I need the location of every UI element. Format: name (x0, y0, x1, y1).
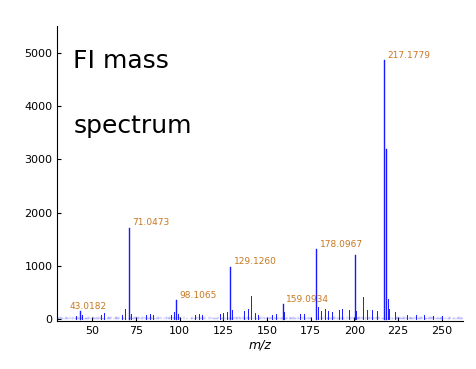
Text: 159.0934: 159.0934 (286, 294, 328, 304)
Text: 43.0182: 43.0182 (69, 302, 107, 311)
Text: 129.1260: 129.1260 (234, 257, 276, 266)
Text: 178.0967: 178.0967 (319, 239, 362, 249)
Text: 217.1779: 217.1779 (387, 51, 430, 59)
X-axis label: m/z: m/z (248, 339, 271, 352)
Text: 98.1065: 98.1065 (179, 291, 217, 300)
Text: 71.0473: 71.0473 (132, 218, 169, 227)
Text: FI mass: FI mass (73, 49, 169, 73)
Text: spectrum: spectrum (73, 114, 191, 138)
